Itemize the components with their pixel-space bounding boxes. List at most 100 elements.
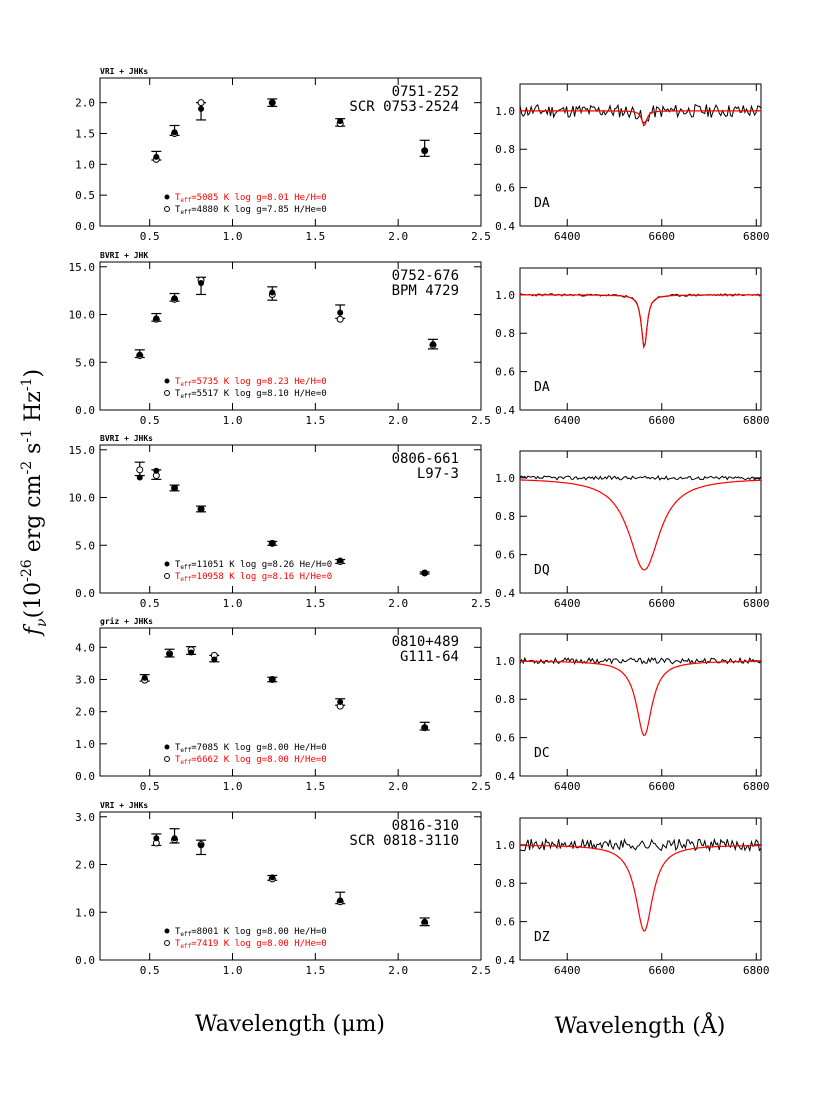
- spectrum-panel-1: 0.4 0.6 0.8 1.0 6400 6600 6800 DA: [495, 83, 770, 243]
- sed-xtick-label: 1.5: [305, 230, 325, 243]
- legend-entry: Teff=7085 K log g=8.00 He/H=0: [175, 743, 327, 754]
- spectral-type-label: DC: [534, 746, 550, 761]
- spec-frame: [519, 633, 762, 777]
- spec-ytick-label: 0.4: [495, 587, 515, 600]
- spec-ytick-label: 1.0: [495, 105, 515, 118]
- model-filled-point: [141, 674, 148, 681]
- legend-entry: Teff=5735 K log g=8.23 He/H=0: [175, 377, 327, 388]
- model-open-point: [336, 315, 344, 323]
- y-axis-exp3: -1: [19, 429, 35, 443]
- sed-xtick-label: 2.0: [388, 414, 408, 427]
- sed-ytick-label: 0.5: [75, 189, 95, 202]
- spec-ytick-label: 0.8: [495, 693, 515, 706]
- y-axis-units-3: s: [21, 443, 46, 461]
- spec-ytick-label: 0.6: [495, 732, 515, 745]
- spec-xtick-label: 6600: [649, 414, 676, 427]
- spec-frame: [519, 83, 762, 227]
- sed-panel-5: 0.0 1.0 2.0 3.0 0.5 1.0 1.5 2.0 2.5 VRI + JHKs 081…: [75, 801, 491, 977]
- observed-spectrum: [519, 475, 762, 481]
- sed-ytick-label: 1.0: [75, 906, 95, 919]
- sed-xtick-label: 2.5: [471, 230, 491, 243]
- x-axis-label-left: Wavelength (μm): [195, 1012, 385, 1037]
- sed-ytick-label: 0.0: [75, 770, 95, 783]
- model-filled-point: [269, 540, 276, 547]
- y-axis-label: fν(10-26 erg cm-2 s-1 Hz-1): [19, 369, 50, 637]
- spec-xtick-label: 6600: [649, 964, 676, 977]
- sed-ytick-label: 0.0: [75, 220, 95, 233]
- model-filled-point: [171, 484, 178, 491]
- model-filled-point: [421, 724, 428, 731]
- spec-xtick-label: 6400: [554, 597, 581, 610]
- star-name: 0806-661: [392, 451, 459, 467]
- y-axis-units-4: Hz: [21, 391, 46, 429]
- model-spectrum: [520, 110, 761, 127]
- spec-xtick-label: 6600: [649, 780, 676, 793]
- model-filled-point: [421, 918, 428, 925]
- spectral-type-label: DA: [534, 196, 550, 211]
- legend-filled-marker: [164, 194, 170, 200]
- sed-panel-title: griz + JHKs: [100, 616, 153, 626]
- model-spectrum: [520, 294, 761, 350]
- sed-xtick-label: 2.0: [388, 230, 408, 243]
- model-open-point: [197, 99, 205, 107]
- legend-open-marker: [164, 206, 170, 212]
- legend-filled-marker: [164, 744, 170, 750]
- star-alias: G111-64: [400, 649, 459, 665]
- sed-xtick-label: 2.5: [471, 597, 491, 610]
- sed-xtick-label: 0.5: [140, 964, 160, 977]
- star-alias: L97-3: [417, 466, 459, 482]
- sed-xtick-label: 0.5: [140, 780, 160, 793]
- sed-xtick-label: 1.5: [305, 964, 325, 977]
- model-filled-point: [337, 557, 344, 564]
- model-filled-point: [153, 315, 160, 322]
- model-filled-point: [337, 699, 344, 705]
- spec-frame: [519, 450, 762, 594]
- spec-frame: [519, 817, 762, 961]
- sed-xtick-label: 1.0: [223, 964, 243, 977]
- model-filled-point: [269, 289, 276, 296]
- sed-ytick-label: 15.0: [69, 261, 96, 274]
- model-filled-point: [269, 676, 276, 683]
- svg-text:fν(10-26 erg cm-2 s-1 Hz-1): fν(10-26 erg cm-2 s-1 Hz-1): [19, 369, 50, 637]
- model-filled-point: [421, 147, 428, 154]
- legend-entry: Teff=10958 K log g=8.16 H/He=0: [175, 572, 332, 583]
- y-axis-nu: ν: [34, 618, 50, 627]
- model-filled-point: [198, 280, 205, 287]
- star-name: 0810+489: [392, 634, 459, 650]
- observed-spectrum: [519, 103, 762, 124]
- spec-xtick-label: 6600: [649, 230, 676, 243]
- star-alias: SCR 0818-3110: [349, 833, 459, 849]
- legend-entry: Teff=5085 K log g=8.01 He/H=0: [175, 193, 327, 204]
- model-spectrum: [519, 479, 762, 571]
- spec-ytick-label: 0.6: [495, 916, 515, 929]
- sed-ytick-label: 5.0: [75, 356, 95, 369]
- model-filled-point: [171, 129, 178, 136]
- sed-ytick-label: 15.0: [69, 444, 96, 457]
- y-axis-units-5: ): [21, 369, 46, 378]
- sed-ytick-label: 2.0: [75, 706, 95, 719]
- sed-xtick-label: 2.0: [388, 780, 408, 793]
- model-filled-point: [198, 842, 205, 849]
- sed-xtick-label: 1.0: [223, 780, 243, 793]
- sed-panel-2: 0.0 5.0 10.0 15.0 0.5 1.0 1.5 2.0 2.5 BVRI + JHK 0…: [69, 251, 491, 427]
- spec-ytick-label: 0.6: [495, 182, 515, 195]
- sed-xtick-label: 1.0: [223, 230, 243, 243]
- observed-spectrum: [519, 656, 762, 666]
- sed-xtick-label: 1.0: [223, 597, 243, 610]
- star-name: 0751-252: [392, 84, 459, 100]
- sed-panel-title: VRI + JHKs: [100, 801, 148, 810]
- sed-xtick-label: 2.5: [471, 780, 491, 793]
- model-filled-point: [421, 569, 428, 576]
- sed-ytick-label: 1.0: [75, 158, 95, 171]
- legend-entry: Teff=4880 K log g=7.85 H/He=0: [175, 205, 327, 216]
- spec-ytick-label: 0.8: [495, 877, 515, 890]
- model-spectrum: [520, 844, 762, 932]
- legend-filled-marker: [164, 928, 170, 934]
- spec-ytick-label: 1.0: [495, 472, 515, 485]
- x-axis-label-right: Wavelength (Å): [555, 1011, 726, 1039]
- spectral-type-label: DA: [534, 380, 550, 395]
- y-axis-exp1: -26: [19, 559, 35, 582]
- sed-frame: [99, 261, 482, 411]
- spectrum-panel-5: 0.4 0.6 0.8 1.0 6400 6600 6800 DZ: [495, 817, 770, 977]
- model-filled-point: [136, 474, 143, 481]
